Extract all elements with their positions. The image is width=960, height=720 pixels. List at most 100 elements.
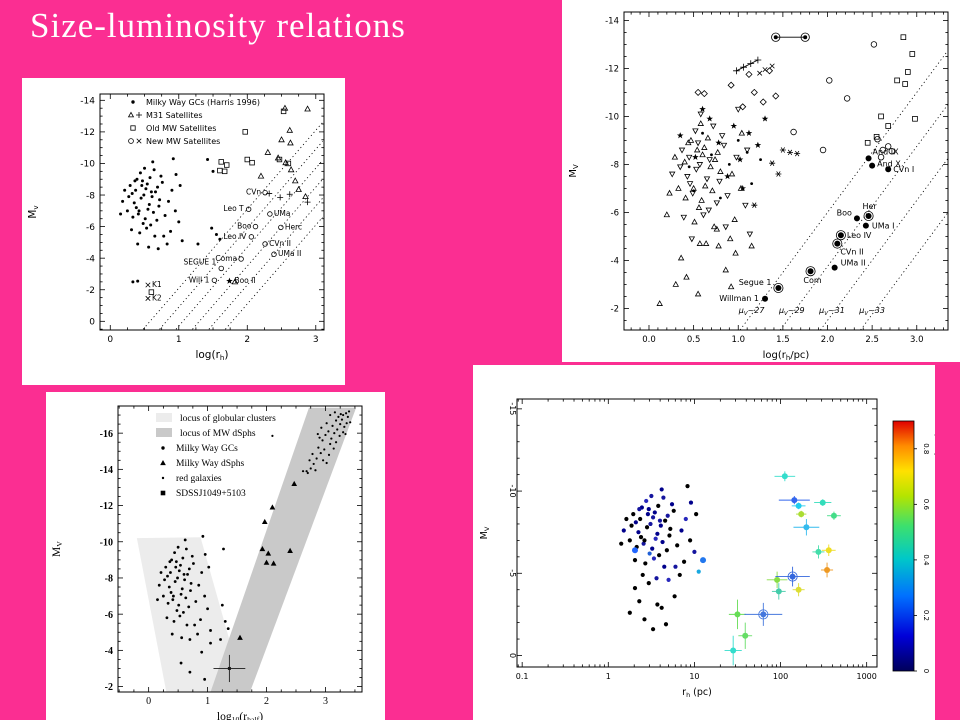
svg-text:Leo IV: Leo IV <box>223 232 247 241</box>
figure-bottom-right: 0.1 1 10 100 1000 0 -5 -10 -15 rh​ (pc) MV​ 0 0.2 0.4… <box>473 365 943 720</box>
labeled-point-uma: UMa <box>267 209 291 218</box>
locus-of-globular-clusters <box>136 537 245 692</box>
svg-text:-8: -8 <box>611 160 619 170</box>
error-bar-point <box>771 583 786 600</box>
series-asterisks <box>751 147 801 208</box>
svg-text:Milky Way GCs: Milky Way GCs <box>176 444 238 454</box>
locus-of-mw-dsphs <box>210 407 357 692</box>
svg-text:-15: -15 <box>508 402 517 415</box>
error-bar-point <box>738 622 753 649</box>
axes-ticks: 0.1 1 10 100 1000 0 -5 -10 -15 <box>508 399 877 681</box>
svg-text:UMa: UMa <box>274 209 291 218</box>
svg-text:-6: -6 <box>86 223 95 233</box>
plot-frame <box>516 398 878 668</box>
series-open-circles <box>790 41 895 161</box>
svg-text:3: 3 <box>313 335 319 345</box>
svg-text:2.5: 2.5 <box>865 335 879 345</box>
svg-text:0.2: 0.2 <box>922 610 930 621</box>
shaded-regions <box>136 407 357 692</box>
x-axis-label: rh​ (pc) <box>682 687 712 699</box>
labeled-point-segue-1: SEGUE 1 <box>184 257 224 272</box>
svg-text:10: 10 <box>689 672 699 681</box>
svg-text:1: 1 <box>176 335 182 345</box>
svg-text:-14: -14 <box>100 465 113 476</box>
svg-text:Milky Way dSphs: Milky Way dSphs <box>176 459 245 469</box>
series-x-crosses <box>757 63 775 76</box>
dotted-reference-lines <box>739 50 948 330</box>
axes-ticks: 0 1 2 3 -14 -12 -10 -8 -6 -4 -2 0 <box>80 94 324 345</box>
y-axis-label: MV​ <box>51 541 64 557</box>
figure-top-right: 0.0 0.5 1.0 1.5 2.0 2.5 3.0 -14 -12 -10 -8 -6 -4 -2 lo… <box>562 0 960 362</box>
svg-text:2: 2 <box>244 335 250 345</box>
error-bar-point <box>812 545 825 559</box>
svg-text:100: 100 <box>773 672 788 681</box>
svg-text:UMa I: UMa I <box>872 222 895 231</box>
labeled-point-cvn-i: CVn I <box>885 165 914 174</box>
series-diamonds <box>694 67 780 111</box>
error-bar-point <box>793 519 820 536</box>
slide-title: Size-luminosity relations <box>30 6 406 45</box>
svg-text:Com: Com <box>803 276 821 285</box>
svg-text:0: 0 <box>146 696 151 707</box>
svg-text:-10: -10 <box>80 160 95 170</box>
annotation: μV​~33 <box>858 306 885 317</box>
labeled-point-herc: Herc <box>278 222 302 231</box>
svg-text:1.5: 1.5 <box>776 335 790 345</box>
svg-text:CVn I: CVn I <box>893 165 914 174</box>
connector-line <box>736 59 759 72</box>
svg-text:1000: 1000 <box>856 672 876 681</box>
labeled-point-uma-i: UMa I <box>862 222 895 231</box>
y-axis-label: MV​ <box>568 164 580 178</box>
svg-text:-2: -2 <box>86 286 95 296</box>
svg-text:Coma: Coma <box>215 254 237 263</box>
svg-text:-4: -4 <box>86 254 95 264</box>
svg-text:CVn: CVn <box>246 188 261 197</box>
labeled-point-willman-1: Willman 1 <box>719 294 769 303</box>
error-bar-point <box>778 496 810 505</box>
error-bar-point <box>792 583 805 597</box>
x-axis-label: log10​(rhalf​) <box>217 711 263 720</box>
svg-text:-8: -8 <box>105 574 113 585</box>
svg-text:-14: -14 <box>80 97 95 107</box>
svg-text:0.8: 0.8 <box>922 443 930 454</box>
svg-text:-8: -8 <box>86 191 95 201</box>
labeled-point-and-ix: And IX <box>865 147 899 162</box>
series-small-dots <box>687 131 762 200</box>
svg-text:-4: -4 <box>611 256 619 266</box>
svg-text:-12: -12 <box>100 501 113 512</box>
labeled-point-cvn-ii: CVn II <box>262 239 291 248</box>
svg-text:0.6: 0.6 <box>922 499 930 511</box>
error-bar-point <box>775 566 810 587</box>
figure-top-left: 0 1 2 3 -14 -12 -10 -8 -6 -4 -2 0 log(rh​) Mv​ Milky W… <box>22 78 345 385</box>
svg-text:Boo II: Boo II <box>234 276 255 285</box>
annotation: μV​~27 <box>738 306 766 317</box>
svg-text:Boo: Boo <box>237 222 252 231</box>
error-bar-point <box>814 499 832 506</box>
svg-text:CVn II: CVn II <box>269 239 291 248</box>
svg-text:Her: Her <box>862 202 877 211</box>
series-filled-stars <box>676 105 769 192</box>
labeled-point-k2: K2 <box>145 293 162 302</box>
svg-text:3.0: 3.0 <box>910 335 924 345</box>
y-axis-label: Mv​ <box>27 205 40 218</box>
svg-text:New MW Satellites: New MW Satellites <box>146 137 220 146</box>
labeled-point-coma: Coma <box>215 254 244 263</box>
svg-text:locus of MW dSphs: locus of MW dSphs <box>180 428 256 439</box>
labeled-point-cvn: CVn <box>246 188 268 197</box>
svg-text:0: 0 <box>508 653 517 658</box>
error-bar-point <box>700 557 707 564</box>
svg-text:0: 0 <box>922 669 930 673</box>
svg-text:Segue 1: Segue 1 <box>739 278 772 287</box>
plot-frame <box>117 405 363 693</box>
error-bar-point <box>744 602 783 626</box>
series-milky-way-gcs <box>156 534 230 681</box>
svg-text:0.5: 0.5 <box>687 335 701 345</box>
svg-text:SDSSJ1049+5103: SDSSJ1049+5103 <box>176 489 246 499</box>
svg-text:-10: -10 <box>508 485 517 498</box>
svg-text:1.0: 1.0 <box>731 335 745 345</box>
chart-size-luminosity-labeled-dwarfs: 0.0 0.5 1.0 1.5 2.0 2.5 3.0 -14 -12 -10 -8 -6 -4 -2 lo… <box>568 11 949 362</box>
series-red-galaxies <box>271 410 352 475</box>
svg-text:CVn II: CVn II <box>840 248 863 257</box>
svg-text:0.1: 0.1 <box>516 672 529 681</box>
